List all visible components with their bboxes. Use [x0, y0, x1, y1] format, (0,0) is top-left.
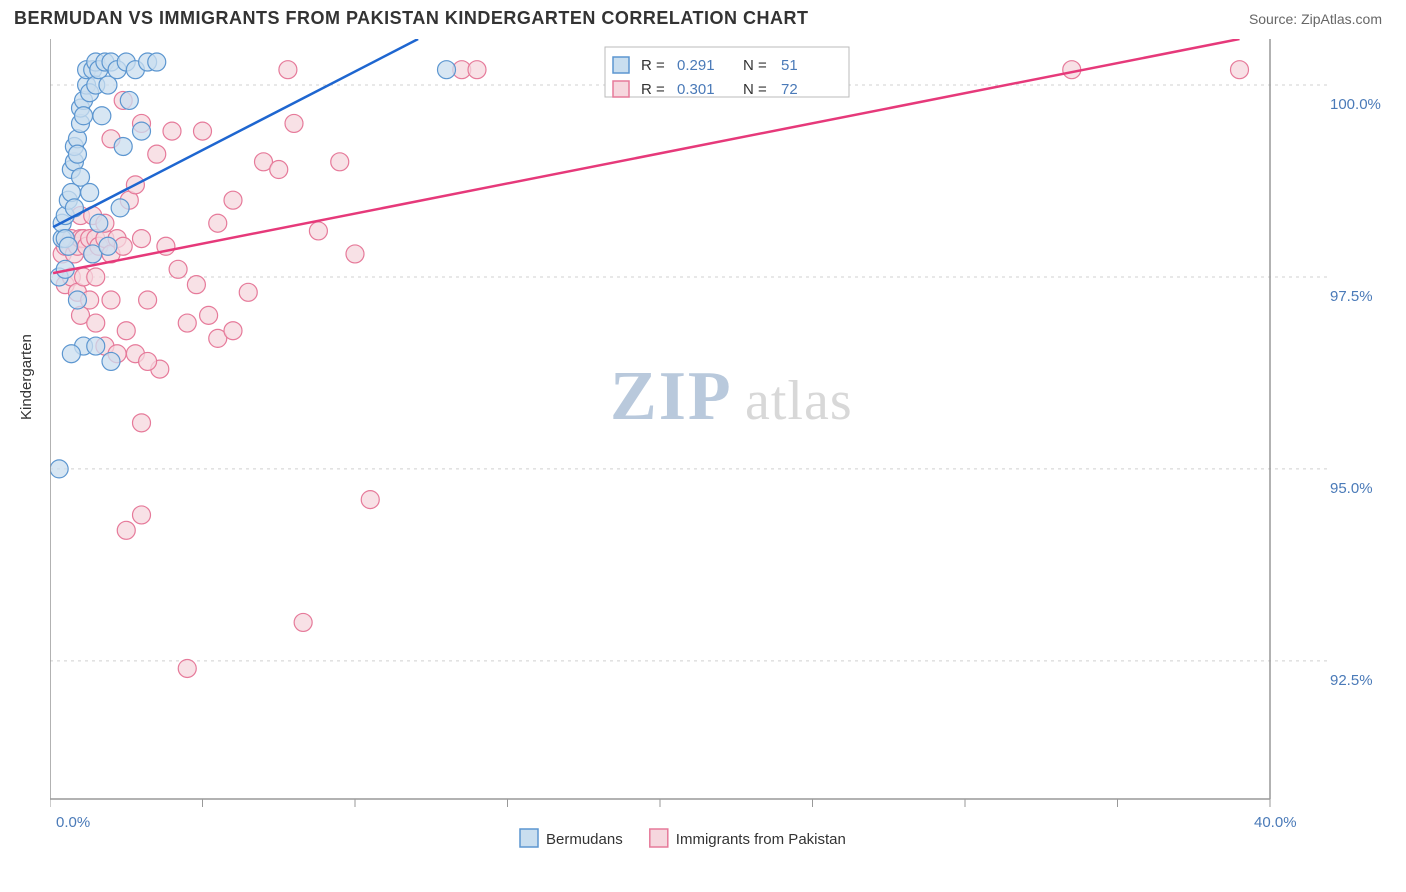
- svg-text:95.0%: 95.0%: [1330, 480, 1373, 497]
- svg-text:100.0%: 100.0%: [1330, 96, 1381, 113]
- svg-text:N =: N =: [743, 81, 767, 98]
- svg-text:Bermudans: Bermudans: [546, 831, 623, 848]
- svg-text:72: 72: [781, 81, 798, 98]
- scatter-chart: 92.5% 95.0% 97.5% 100.0% ZIPatlas 0.0% 40.0% R …: [50, 39, 1390, 849]
- source-label: Source: ZipAtlas.com: [1249, 11, 1382, 27]
- header: BERMUDAN VS IMMIGRANTS FROM PAKISTAN KIN…: [0, 0, 1406, 33]
- svg-text:Immigrants from Pakistan: Immigrants from Pakistan: [676, 831, 846, 848]
- svg-text:atlas: atlas: [745, 370, 853, 432]
- svg-text:ZIP: ZIP: [610, 358, 733, 435]
- chart-container: 92.5% 95.0% 97.5% 100.0% ZIPatlas 0.0% 40.0% R …: [50, 39, 1390, 829]
- svg-text:0.301: 0.301: [677, 81, 715, 98]
- svg-text:51: 51: [781, 57, 798, 74]
- svg-text:97.5%: 97.5%: [1330, 288, 1373, 305]
- svg-text:R =: R =: [641, 57, 665, 74]
- svg-text:0.291: 0.291: [677, 57, 715, 74]
- y-axis-label: Kindergarten: [18, 334, 35, 420]
- svg-text:N =: N =: [743, 57, 767, 74]
- svg-text:R =: R =: [641, 81, 665, 98]
- svg-text:0.0%: 0.0%: [56, 814, 90, 831]
- svg-text:92.5%: 92.5%: [1330, 672, 1373, 689]
- svg-text:40.0%: 40.0%: [1254, 814, 1297, 831]
- chart-title: BERMUDAN VS IMMIGRANTS FROM PAKISTAN KIN…: [14, 8, 808, 29]
